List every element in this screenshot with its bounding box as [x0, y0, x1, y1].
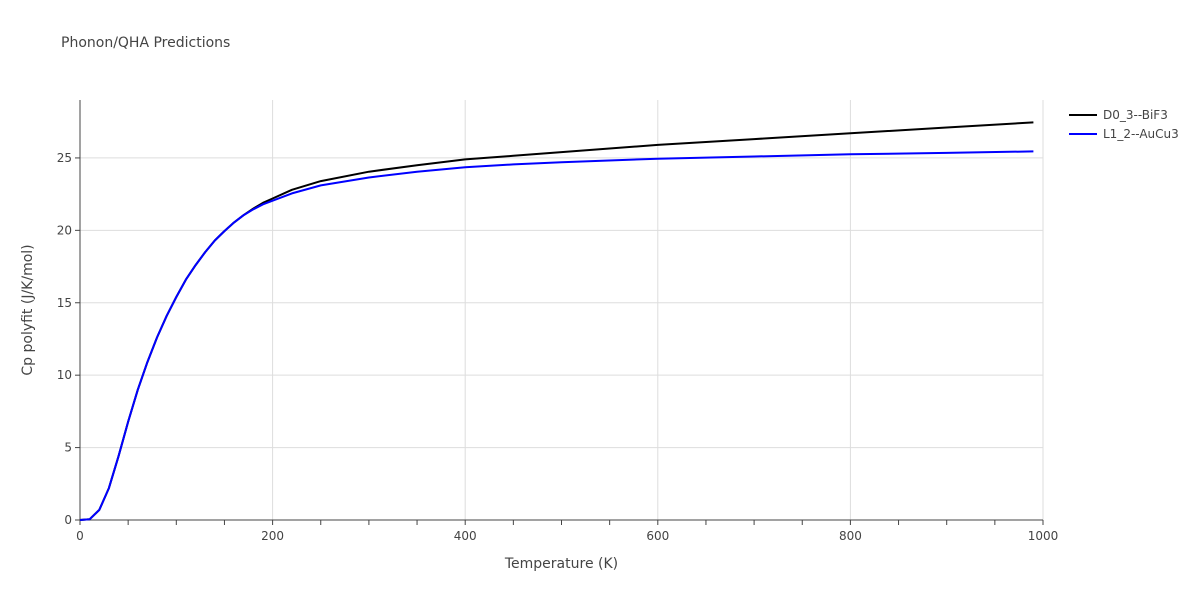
grid [80, 100, 1044, 520]
legend-item-2[interactable]: L1_2--AuCu3 [1069, 127, 1179, 141]
x-tick-label: 0 [76, 529, 84, 543]
x-tick-label: 600 [646, 529, 669, 543]
y-tick-label: 5 [64, 441, 72, 455]
legend-label: L1_2--AuCu3 [1103, 127, 1179, 141]
axes [75, 100, 1044, 525]
x-tick-label: 800 [839, 529, 862, 543]
y-tick-label: 10 [57, 368, 72, 382]
y-tick-label: 15 [57, 296, 72, 310]
legend[interactable]: D0_3--BiF3 L1_2--AuCu3 [1069, 108, 1179, 141]
series-layer [79, 121, 1034, 521]
y-tick-label: 25 [57, 151, 72, 165]
x-tick-label: 400 [454, 529, 477, 543]
legend-item-1[interactable]: D0_3--BiF3 [1069, 108, 1168, 122]
legend-label: D0_3--BiF3 [1103, 108, 1168, 122]
x-tick-label: 1000 [1028, 529, 1059, 543]
tick-labels: 0 200 400 600 800 1000 0 5 10 15 20 25 [57, 151, 1059, 543]
series-line-1[interactable] [79, 121, 1034, 521]
x-tick-label: 200 [261, 529, 284, 543]
series-line-2[interactable] [79, 150, 1034, 521]
chart-title: Phonon/QHA Predictions [61, 35, 231, 51]
x-axis-title: Temperature (K) [504, 556, 618, 572]
y-tick-label: 20 [57, 223, 72, 237]
y-tick-label: 0 [64, 513, 72, 527]
y-axis-title: Cp polyfit (J/K/mol) [20, 244, 36, 375]
